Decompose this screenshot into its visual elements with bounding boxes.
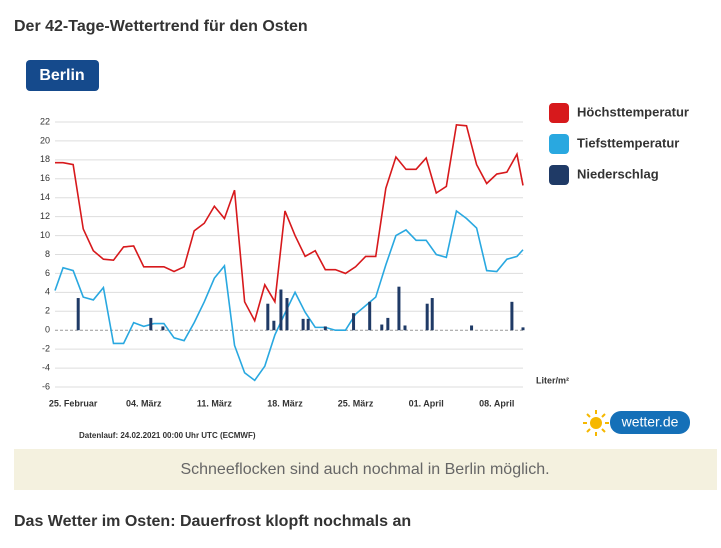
bar bbox=[470, 325, 474, 331]
y-unit: Liter/m² bbox=[536, 375, 569, 385]
bar bbox=[76, 298, 80, 331]
bar bbox=[161, 326, 165, 331]
bar bbox=[306, 318, 310, 331]
y-tick-label: 10 bbox=[40, 230, 50, 240]
bar bbox=[323, 326, 327, 331]
x-tick-label: 11. März bbox=[197, 398, 233, 408]
bar bbox=[149, 317, 153, 331]
y-tick-label: -4 bbox=[42, 362, 50, 372]
bar bbox=[397, 286, 401, 331]
bar bbox=[266, 303, 270, 331]
y-tick-label: 12 bbox=[40, 211, 50, 221]
logo: wetter.de bbox=[583, 410, 690, 436]
y-tick-label: 14 bbox=[40, 192, 50, 202]
legend-label: Niederschlag bbox=[577, 166, 659, 181]
bar bbox=[510, 301, 514, 331]
y-tick-label: 8 bbox=[45, 249, 50, 259]
source-note: Datenlauf: 24.02.2021 00:00 Uhr UTC (ECM… bbox=[79, 431, 256, 440]
line bbox=[54, 209, 524, 382]
y-tick-label: 16 bbox=[40, 173, 50, 183]
x-tick-label: 01. April bbox=[409, 398, 444, 408]
bar bbox=[425, 303, 429, 331]
sun bbox=[590, 417, 602, 429]
y-tick-label: 20 bbox=[40, 135, 50, 145]
bar bbox=[272, 320, 276, 331]
x-tick-label: 04. März bbox=[126, 398, 162, 408]
legend-swatch bbox=[549, 134, 569, 154]
bar bbox=[430, 298, 434, 331]
bar bbox=[403, 325, 407, 331]
bar bbox=[285, 298, 289, 331]
badge-bg bbox=[26, 60, 99, 91]
x-tick-label: 25. Februar bbox=[49, 398, 98, 408]
y-tick-label: -2 bbox=[42, 344, 50, 354]
legend-swatch bbox=[549, 165, 569, 185]
y-tick-label: 0 bbox=[45, 325, 50, 335]
sun-rays bbox=[583, 410, 609, 436]
bar bbox=[521, 327, 525, 331]
caption: Schneeflocken sind auch nochmal in Berli… bbox=[180, 461, 549, 478]
bar bbox=[352, 313, 356, 331]
legend-label: Höchsttemperatur bbox=[577, 104, 689, 119]
y-tick-label: 18 bbox=[40, 154, 50, 164]
bar bbox=[380, 324, 384, 331]
bar bbox=[386, 317, 390, 331]
x-tick-label: 25. März bbox=[338, 398, 374, 408]
y-tick-label: 22 bbox=[40, 116, 50, 126]
legend-label: Tiefsttemperatur bbox=[577, 135, 679, 150]
bar bbox=[279, 289, 283, 331]
y-tick-label: 2 bbox=[45, 306, 50, 316]
line bbox=[55, 123, 524, 323]
x-tick-label: 08. April bbox=[479, 398, 514, 408]
y-tick-label: 4 bbox=[45, 287, 50, 297]
section-heading: Das Wetter im Osten: Dauerfrost klopft n… bbox=[14, 513, 411, 530]
y-tick-label: 6 bbox=[45, 268, 50, 278]
bar bbox=[301, 318, 305, 331]
page-title: Der 42-Tage-Wettertrend für den Osten bbox=[14, 18, 308, 35]
logo-text: wetter.de bbox=[621, 414, 679, 430]
y-tick-label: -6 bbox=[42, 381, 50, 391]
badge: Berlin bbox=[39, 67, 84, 84]
legend-swatch bbox=[549, 103, 569, 123]
x-tick-label: 18. März bbox=[267, 398, 303, 408]
bar bbox=[368, 301, 372, 331]
caption-box bbox=[14, 449, 717, 490]
